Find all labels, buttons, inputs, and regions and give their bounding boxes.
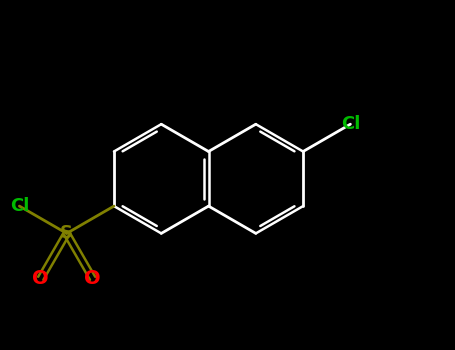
Text: O: O xyxy=(84,269,101,288)
Text: O: O xyxy=(32,269,49,288)
Text: Cl: Cl xyxy=(341,115,360,133)
Text: Cl: Cl xyxy=(10,197,29,215)
Text: S: S xyxy=(60,224,73,243)
